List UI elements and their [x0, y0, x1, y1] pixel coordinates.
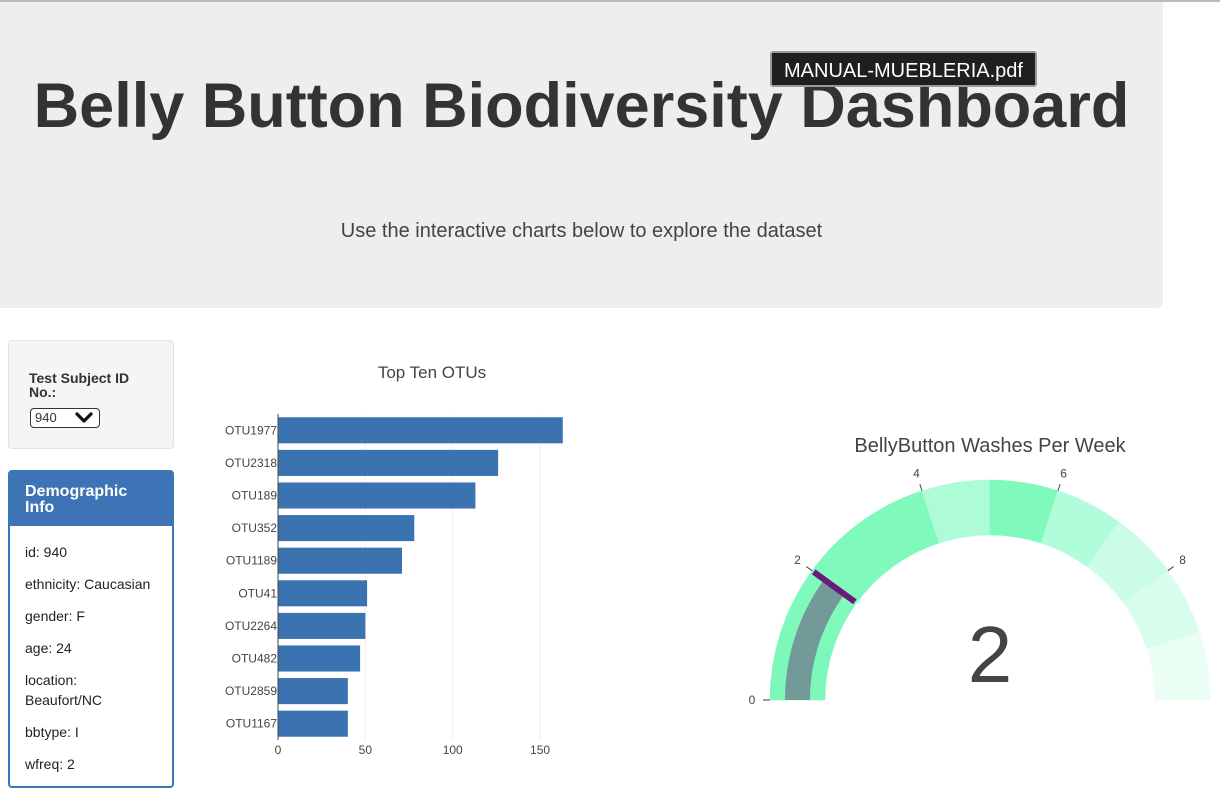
demographic-age: age: 24 [25, 640, 72, 656]
demographic-ethnicity: ethnicity: Caucasian [25, 576, 151, 592]
gauge-title: BellyButton Washes Per Week [854, 435, 1126, 457]
bar-y-tick-label: OTU2859 [225, 684, 277, 698]
subject-selector-label: Test Subject ID No.: [29, 370, 130, 400]
bar-otu189 [278, 482, 476, 509]
gauge-value-bar [785, 579, 845, 700]
gauge-tick [1167, 566, 1174, 572]
subject-selector-panel: Test Subject ID No.: 940 [8, 340, 174, 449]
top-ten-otus-bar-chart[interactable]: Top Ten OTUs 0 50 100 150 OTU1977 OTU2318 OTU18… [180, 340, 680, 770]
bar-otu482 [278, 645, 361, 672]
bar-y-tick-label: OTU2318 [225, 456, 277, 470]
bar-y-tick-label: OTU352 [232, 521, 278, 535]
bar-x-tick-label: 50 [359, 743, 373, 757]
bar-y-tick-label: OTU41 [238, 586, 277, 600]
demographic-gender: gender: F [25, 608, 85, 624]
bar-y-tick-label: OTU1977 [225, 423, 277, 437]
demographic-location: location: Beaufort/NC [25, 672, 103, 708]
bar-otu41 [278, 580, 368, 607]
demographic-id: id: 940 [25, 544, 68, 560]
bar-y-tick-label: OTU1189 [226, 554, 277, 568]
demographic-info-title: Demographic Info [25, 483, 128, 516]
gauge-tick-label: 2 [794, 553, 801, 567]
bar-otu2318 [278, 449, 499, 476]
gauge-tick-label: 0 [749, 693, 756, 707]
window-top-border [0, 0, 1220, 2]
bar-x-tick-label: 150 [530, 743, 550, 757]
demographic-info-heading: Demographic Info [10, 472, 172, 526]
gauge-value-number: 2 [968, 610, 1013, 699]
subject-id-dropdown[interactable]: 940 [30, 408, 100, 428]
bar-otu352 [278, 515, 415, 542]
gauge-tick [1057, 483, 1061, 491]
page-subtitle: Use the interactive charts below to expl… [340, 220, 823, 242]
chevron-down-icon [75, 412, 93, 423]
bar-otu2264 [278, 612, 366, 639]
bar-otu1167 [278, 710, 348, 737]
bar-y-tick-label: OTU2264 [225, 619, 277, 633]
gauge-tick [919, 483, 923, 491]
gauge-tick [806, 566, 813, 572]
gauge-tick-label: 8 [1179, 553, 1186, 567]
washes-gauge-chart[interactable]: BellyButton Washes Per Week 0 2 4 6 8 2 [720, 420, 1220, 720]
gauge-band [1146, 631, 1211, 701]
gauge-tick-label: 4 [913, 467, 920, 481]
bar-y-tick-label: OTU482 [232, 652, 278, 666]
gauge-tick-label: 6 [1060, 467, 1067, 481]
demographic-info-body: id: 940 ethnicity: Caucasian gender: F a… [25, 542, 170, 786]
file-tooltip: MANUAL-MUEBLERIA.pdf [770, 51, 1037, 87]
bar-otu1189 [278, 547, 403, 574]
subject-id-selected: 940 [35, 410, 57, 425]
demographic-info-panel: Demographic Info id: 940 ethnicity: Cauc… [8, 470, 174, 788]
bar-y-tick-label: OTU189 [232, 489, 278, 503]
bar-x-tick-label: 0 [275, 743, 282, 757]
bar-chart-title: Top Ten OTUs [378, 363, 486, 382]
demographic-bbtype: bbtype: I [25, 724, 79, 740]
bar-y-tick-label: OTU1167 [226, 717, 277, 731]
demographic-wfreq: wfreq: 2 [25, 756, 75, 772]
bar-otu1977 [278, 417, 563, 444]
gauge-threshold-marker [811, 569, 857, 605]
bar-x-tick-label: 100 [443, 743, 463, 757]
header-banner: Belly Button Biodiversity Dashboard Use … [0, 2, 1163, 308]
bar-otu2859 [278, 678, 348, 705]
